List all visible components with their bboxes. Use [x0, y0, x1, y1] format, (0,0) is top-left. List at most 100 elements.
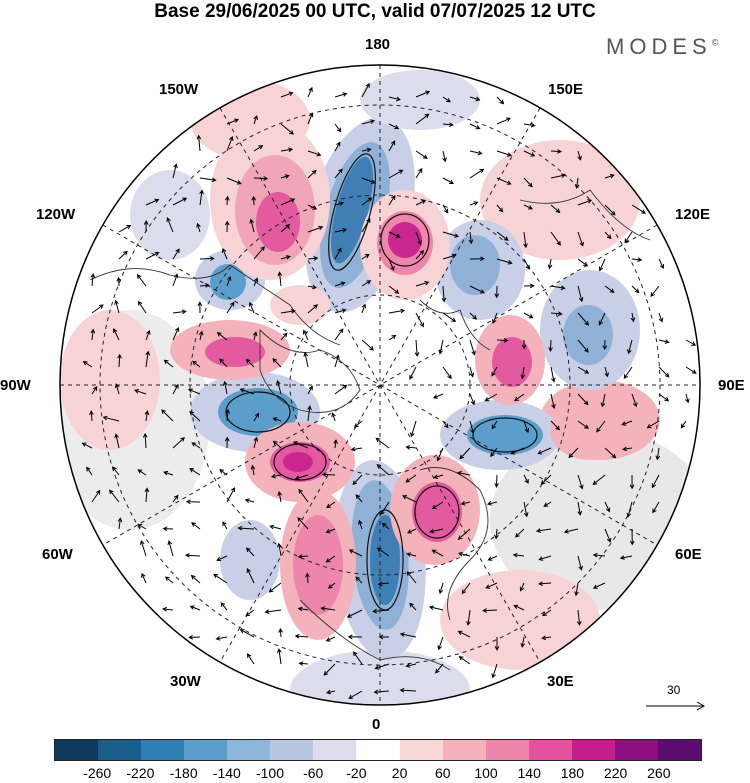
wind-arrow — [222, 380, 228, 395]
wind-arrow — [604, 501, 611, 513]
wind-arrow — [523, 420, 530, 434]
colorbar-tick-label: 260 — [647, 765, 671, 781]
wind-arrow — [405, 474, 417, 483]
wind-arrow — [353, 420, 363, 428]
wind-arrow — [604, 204, 616, 216]
wind-arrow — [458, 656, 471, 665]
wind-arrow — [298, 661, 309, 666]
wind-arrow — [280, 224, 291, 233]
wind-arrow — [592, 552, 606, 558]
wind-arrow — [163, 359, 174, 368]
wind-arrow — [114, 433, 120, 449]
wind-arrow — [297, 554, 309, 559]
wind-arrow — [415, 231, 422, 246]
wind-arrow — [543, 501, 552, 507]
wind-arrow — [358, 519, 363, 530]
reference-vector-arrow — [646, 701, 706, 711]
wind-arrow — [224, 436, 230, 449]
wind-arrow — [521, 339, 527, 350]
wind-arrow — [307, 169, 317, 179]
wind-arrow — [469, 168, 485, 179]
wind-arrow — [574, 582, 579, 597]
wind-arrow — [577, 555, 583, 571]
wind-arrow — [619, 555, 633, 560]
wind-arrow — [577, 339, 589, 353]
wind-arrow — [161, 409, 174, 422]
wind-arrow — [487, 501, 498, 506]
wind-arrow — [278, 627, 284, 638]
wind-arrow — [249, 218, 255, 233]
wind-arrow — [496, 258, 513, 265]
wind-arrow — [491, 366, 498, 377]
wind-arrow — [568, 447, 579, 459]
wind-arrow — [253, 115, 258, 125]
wind-arrow — [252, 331, 258, 341]
wind-arrow — [629, 474, 635, 490]
wind-arrow — [626, 501, 633, 518]
wind-arrow — [334, 247, 342, 260]
wind-arrow — [334, 168, 343, 179]
colorbar-swatch — [399, 740, 443, 760]
wind-arrow — [361, 218, 371, 233]
wind-arrow — [542, 609, 552, 617]
colorbar-swatch — [528, 740, 572, 760]
colorbar-tick-label: -60 — [303, 765, 324, 781]
wind-arrow — [496, 96, 505, 105]
wind-arrow — [510, 447, 525, 455]
wind-arrow — [485, 582, 498, 589]
wind-arrow — [415, 312, 424, 328]
wind-arrow — [277, 490, 283, 503]
wind-arrow — [219, 468, 228, 476]
wind-arrow — [253, 145, 264, 152]
wind-arrow — [399, 632, 417, 638]
map-title: Base 29/06/2025 00 UTC, valid 07/07/2025… — [154, 1, 596, 22]
wind-arrow — [277, 648, 282, 665]
colorbar-tick-label: 220 — [603, 765, 628, 781]
wind-arrow — [592, 582, 606, 589]
wind-arrow — [520, 366, 526, 380]
wind-arrow — [604, 285, 615, 293]
wind-arrow — [374, 663, 390, 670]
wind-arrow — [91, 386, 98, 395]
brand-logo: MODES© — [606, 34, 719, 59]
wind-arrow — [630, 312, 636, 323]
wind-arrow — [577, 150, 582, 161]
wind-arrow — [143, 220, 149, 233]
wind-arrow — [598, 258, 606, 272]
wind-arrow — [253, 277, 259, 287]
colorbar-swatch — [571, 740, 615, 760]
wind-arrow — [276, 379, 282, 395]
wind-arrow — [361, 197, 373, 206]
wind-arrow — [134, 389, 147, 395]
wind-arrow — [326, 501, 336, 509]
wind-arrow — [372, 608, 390, 614]
wind-arrow — [658, 312, 664, 323]
wind-arrow — [519, 582, 525, 592]
wind-arrow — [298, 488, 309, 503]
lon-label-30w: 30W — [170, 673, 201, 690]
colorbar-tick-label: -180 — [169, 765, 198, 781]
wind-arrow — [442, 231, 460, 238]
colorbar-tick-label: 100 — [474, 765, 498, 781]
wind-arrow — [116, 276, 122, 287]
reference-vector-label: 30 — [667, 683, 681, 697]
wind-arrow — [576, 609, 582, 626]
wind-arrow — [627, 339, 633, 355]
wind-arrow — [441, 285, 447, 303]
wind-arrow — [376, 547, 390, 557]
wind-arrow — [333, 439, 338, 449]
wind-arrow — [602, 339, 608, 351]
wind-arrow — [547, 258, 553, 270]
wind-arrow — [577, 258, 589, 267]
wind-arrow — [190, 574, 201, 584]
wind-arrow — [189, 605, 201, 611]
wind-arrow — [172, 163, 178, 179]
wind-arrow — [515, 528, 525, 538]
wind-arrow — [388, 169, 404, 179]
colorbar — [54, 739, 702, 761]
wind-arrow — [162, 526, 174, 532]
wind-arrow — [541, 635, 552, 641]
wind-arrow — [442, 122, 454, 128]
wind-arrow — [373, 689, 390, 695]
wind-arrow — [540, 474, 552, 485]
